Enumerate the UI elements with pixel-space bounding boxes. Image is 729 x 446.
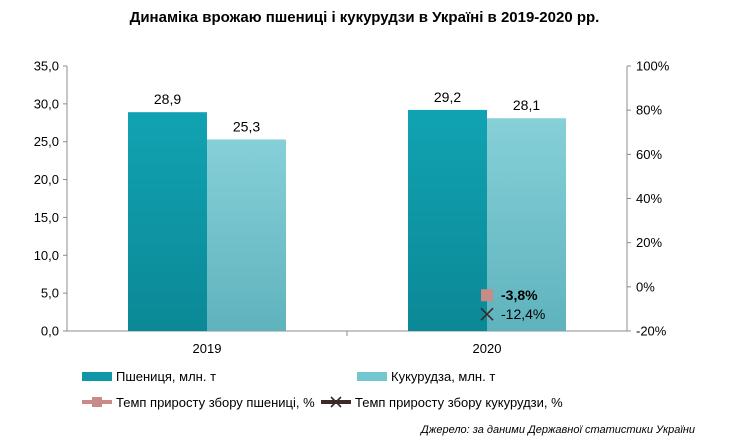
wheat-growth-point xyxy=(481,289,493,302)
corn-growth-point xyxy=(480,307,494,321)
left-tick-label: 5,0 xyxy=(41,286,59,301)
right-tick-label: 0% xyxy=(636,279,655,294)
left-tick-label: 15,0 xyxy=(34,210,59,225)
source-note: Джерело: за даними Державної статистики … xyxy=(421,424,695,436)
bar xyxy=(408,109,487,332)
right-tick-label: 20% xyxy=(636,235,662,250)
bar xyxy=(207,139,286,331)
category-label: 2019 xyxy=(193,341,222,356)
bar-value-label: 28,1 xyxy=(513,97,540,113)
chart-data-labels: 28,9 25,3 29,2 28,1 -3,8% -12,4% xyxy=(154,89,545,322)
left-tick-label: 30,0 xyxy=(34,96,59,111)
wheat-growth-label: -3,8% xyxy=(501,287,538,303)
left-tick-label: 35,0 xyxy=(34,59,59,74)
chart-bars xyxy=(128,109,566,332)
left-tick-label: 10,0 xyxy=(34,248,59,263)
chart-legend: Пшениця, млн. т Кукурудза, млн. т Темп при… xyxy=(82,369,563,410)
legend-corn-swatch xyxy=(357,372,387,381)
right-tick-label: -20% xyxy=(636,324,667,339)
chart-axes: 0,0 5,0 10,0 15,0 20,0 25,0 30,0 35,0 -20% 0% 20% 4… xyxy=(34,59,670,357)
bar xyxy=(128,112,207,331)
bar-value-label: 25,3 xyxy=(233,118,260,134)
bar xyxy=(487,118,566,331)
left-tick-label: 20,0 xyxy=(34,172,59,187)
right-tick-label: 60% xyxy=(636,147,662,162)
legend-corn-growth-marker xyxy=(330,396,342,408)
legend-corn-growth-label: Темп приросту збору кукурудзи, % xyxy=(355,395,563,410)
corn-growth-label: -12,4% xyxy=(501,306,545,322)
category-label: 2020 xyxy=(473,341,502,356)
right-tick-label: 80% xyxy=(636,103,662,118)
bar-value-label: 29,2 xyxy=(434,89,461,105)
legend-wheat-label: Пшениця, млн. т xyxy=(116,369,216,384)
bar-value-label: 28,9 xyxy=(154,91,181,107)
right-tick-label: 40% xyxy=(636,191,662,206)
left-tick-label: 25,0 xyxy=(34,134,59,149)
legend-wheat-growth-marker xyxy=(92,397,102,407)
chart-title: Динаміка врожаю пшениці і кукурудзи в Ук… xyxy=(129,9,600,26)
legend-wheat-swatch xyxy=(82,372,112,381)
legend-corn-label: Кукурудза, млн. т xyxy=(391,369,495,384)
right-tick-label: 100% xyxy=(636,59,670,74)
legend-wheat-growth-label: Темп приросту збору пшениці, % xyxy=(116,395,315,410)
left-tick-label: 0,0 xyxy=(41,324,59,339)
